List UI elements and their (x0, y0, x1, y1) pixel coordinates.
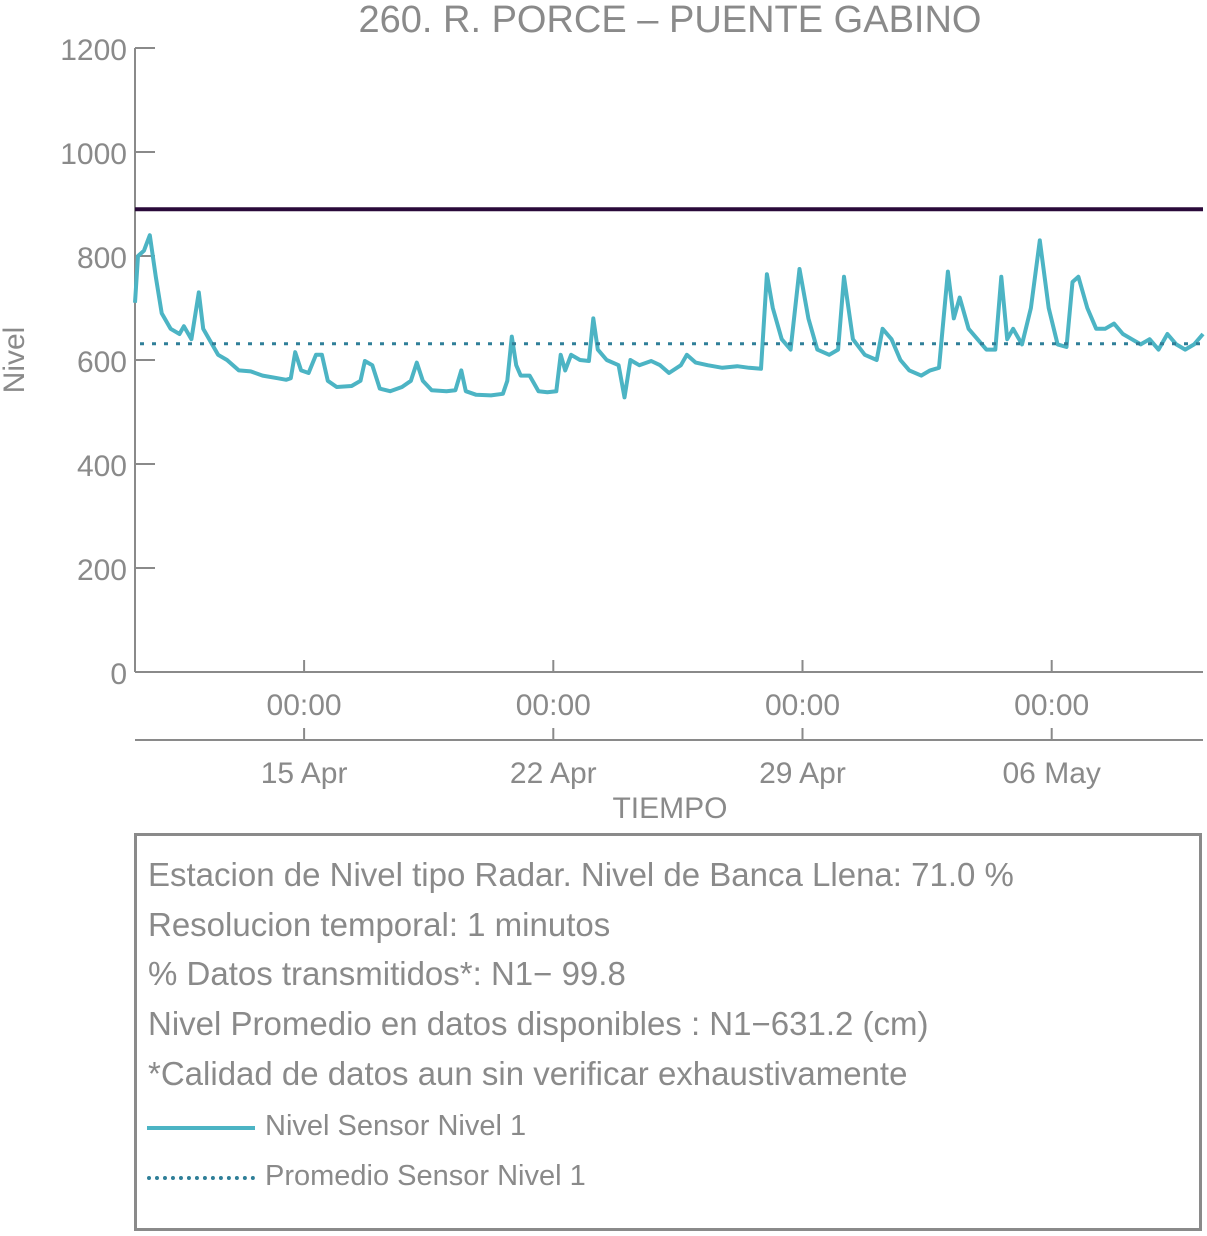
info-line-station: Estacion de Nivel tipo Radar. Nivel de B… (148, 856, 1014, 893)
legend-label: Promedio Sensor Nivel 1 (265, 1160, 586, 1192)
x-tick-time-label: 00:00 (1014, 689, 1089, 722)
x-axis-ticks: 00:00 15 Apr 00:00 22 Apr 00:00 29 Apr 00:00 06… (261, 660, 1101, 790)
x-tick-time-label: 00:00 (516, 689, 591, 722)
info-line-quality-note: *Calidad de datos aun sin verificar exha… (148, 1055, 908, 1092)
y-tick-label: 1000 (60, 138, 127, 171)
y-tick-label: 600 (77, 346, 127, 379)
info-line-mean-level: Nivel Promedio en datos disponibles : N1… (148, 1005, 929, 1042)
x-axis-label: TIEMPO (612, 792, 727, 825)
y-tick-label: 1200 (60, 34, 127, 67)
x-tick-date-label: 29 Apr (759, 757, 846, 790)
info-line-resolution: Resolucion temporal: 1 minutos (148, 906, 611, 943)
plot-region: 0 200 400 600 800 1000 1200 00:00 15 Apr 00:00 22… (60, 34, 1205, 790)
y-tick-label: 800 (77, 242, 127, 275)
x-tick-time-label: 00:00 (267, 689, 342, 722)
info-panel: Estacion de Nivel tipo Radar. Nivel de B… (134, 833, 1202, 1231)
legend-swatch-solid (147, 1126, 255, 1130)
y-axis-ticks: 0 200 400 600 800 1000 1200 (60, 34, 155, 691)
y-tick-label: 0 (110, 658, 127, 691)
y-axis-label: Nivel (0, 327, 31, 394)
y-tick-label: 200 (77, 554, 127, 587)
chart-area: 260. R. PORCE – PUENTE GABINO 0 200 400 600… (0, 0, 1205, 825)
y-tick-label: 400 (77, 450, 127, 483)
x-tick-date-label: 22 Apr (510, 757, 597, 790)
x-tick-date-label: 15 Apr (261, 757, 348, 790)
chart-title: 260. R. PORCE – PUENTE GABINO (359, 0, 982, 41)
x-tick-time-label: 00:00 (765, 689, 840, 722)
legend-label: Nivel Sensor Nivel 1 (265, 1110, 527, 1142)
series-line-nivel-sensor (133, 233, 1205, 400)
legend-swatch-dotted (147, 1176, 255, 1180)
x-tick-date-label: 06 May (1003, 757, 1101, 790)
info-line-transmitted: % Datos transmitidos*: N1− 99.8 (148, 955, 626, 992)
